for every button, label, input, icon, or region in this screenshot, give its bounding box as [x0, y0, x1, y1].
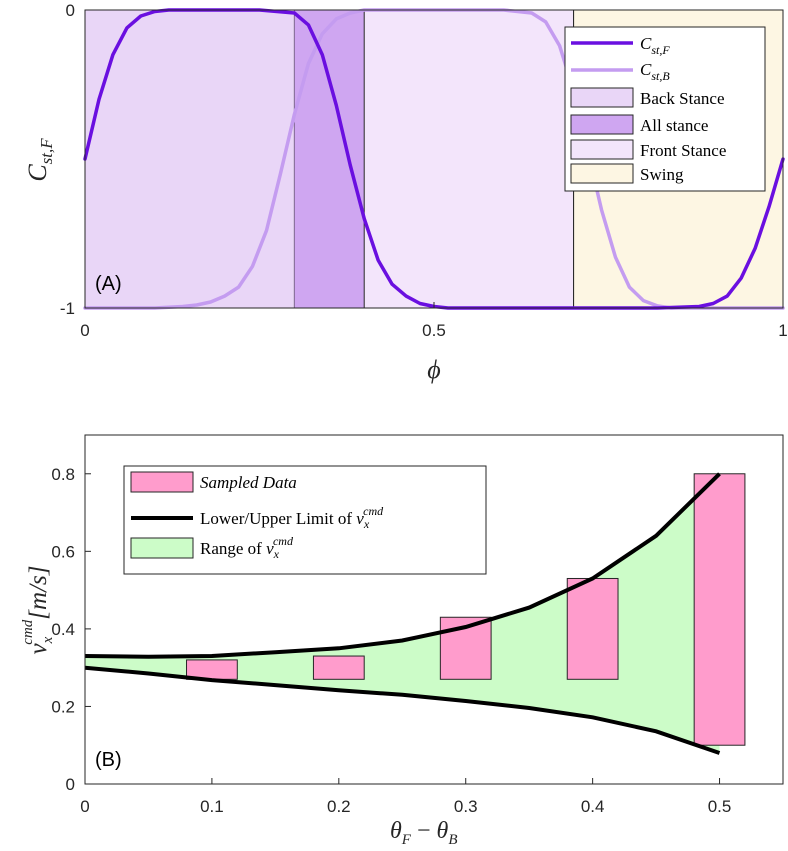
y-tick-label-b: 0.6 [51, 542, 75, 561]
panel-a: 0 0.5 1 -1 0 (A) ϕ Cst,F Cst,F Cst,B Back St… [23, 1, 788, 384]
legend-b-range-text: Range of [200, 539, 266, 558]
x-axis-b-minus: − [411, 818, 437, 844]
x-axis-b-sub-f: F [401, 832, 412, 848]
x-tick-label-b: 0.4 [581, 797, 605, 816]
line-series [83, 8, 785, 310]
legend-b-label-sampled: Sampled Data [200, 473, 297, 492]
axes-a-ticks: 0 0.5 1 -1 0 [60, 1, 788, 340]
y-axis-b-v: v [25, 642, 52, 654]
x-axis-a-label: ϕ [427, 355, 440, 384]
legend-a-label-all-stance: All stance [640, 116, 708, 135]
y-axis-b-label: vxcmd[m/s] [20, 566, 56, 655]
axes-b-ticks: 0 0.1 0.2 0.3 0.4 0.5 0 0.2 0.4 0.6 0.8 [51, 465, 731, 816]
sampled-data-bar [312, 655, 365, 680]
y-tick-label-b: 0.2 [51, 697, 75, 716]
legend-b-limit-sub: x [363, 517, 370, 531]
y-tick-label-a: 0 [66, 1, 75, 20]
sampled-data-bars [186, 473, 746, 746]
x-tick-label-b: 0.1 [200, 797, 224, 816]
legend-b-label-range: Range of vxcmd [200, 534, 294, 561]
x-tick-label-b: 0.3 [454, 797, 478, 816]
legend-b-limit-sup: cmd [363, 504, 384, 518]
velocity-range-area [85, 473, 720, 753]
y-axis-b-sub: x [40, 636, 56, 644]
series-line-c-st-f [83, 8, 785, 310]
x-axis-b-sub-b: B [448, 832, 457, 848]
panel-a-label: (A) [95, 273, 122, 295]
x-tick-label-b: 0.5 [708, 797, 732, 816]
y-axis-b-unit: [m/s] [25, 566, 52, 620]
x-tick-label-a: 0.5 [422, 321, 446, 340]
legend-a: Cst,F Cst,B Back Stance All stance Front… [564, 26, 766, 192]
y-axis-a-sub: st,F [37, 138, 56, 165]
y-tick-label-b: 0.4 [51, 620, 75, 639]
legend-b-limit-text: Lower/Upper Limit of [200, 509, 356, 528]
legend-b-range-sub: x [273, 547, 280, 561]
legend-b-range-sup: cmd [273, 534, 294, 548]
y-axis-b-sup: cmd [20, 619, 36, 644]
lower-limit-line [84, 665, 721, 755]
sampled-data-bar [693, 473, 746, 746]
x-axis-b-label: θF − θB [390, 818, 457, 848]
sampled-data-bar [566, 577, 619, 680]
panel-b: 0 0.1 0.2 0.3 0.4 0.500.20.40.60.8 (B) θF − θ… [20, 434, 784, 848]
phase-region-all-stance [294, 10, 365, 308]
legend-a-cstb-sub: st,B [651, 69, 670, 83]
legend-b-patch-range [130, 537, 194, 559]
legend-a-patch-all-stance [570, 114, 634, 135]
legend-a-label-front-stance: Front Stance [640, 141, 726, 160]
phase-region-back-stance [84, 9, 295, 309]
legend-b-range-var: v [266, 539, 274, 558]
legend-b-patch-sampled [130, 471, 194, 493]
panel-b-label: (B) [95, 749, 122, 771]
legend-a-label-back-stance: Back Stance [640, 89, 725, 108]
series-line-c-st-b [83, 8, 785, 310]
legend-a-cstf-base: C [640, 34, 652, 53]
legend-a-label-swing: Swing [640, 165, 684, 184]
phase-region-front-stance [363, 9, 575, 309]
legend-b-limit-var: v [356, 509, 364, 528]
upper-limit-line [84, 472, 721, 659]
svg-text:θF − θB: θF − θB [390, 818, 457, 848]
y-tick-label-a: -1 [60, 299, 75, 318]
legend-b: Sampled Data Lower/Upper Limit of vxcmd … [123, 465, 487, 575]
legend-a-patch-front-stance [570, 139, 634, 160]
legend-a-patch-swing [570, 163, 634, 184]
y-tick-label-b: 0 [66, 775, 75, 794]
x-tick-label-a: 1 [778, 321, 787, 340]
x-tick-label-a: 0 [80, 321, 89, 340]
axes-b-frame [84, 434, 784, 785]
svg-text:Cst,F: Cst,F [23, 138, 56, 182]
x-axis-b-theta-f: θ [390, 818, 402, 844]
x-tick-label-b: 0.2 [327, 797, 351, 816]
legend-a-patch-back-stance [570, 87, 634, 108]
legend-a-cstf-sub: st,F [651, 43, 670, 57]
legend-a-label-cstb: Cst,B [640, 60, 670, 83]
legend-a-cstb-base: C [640, 60, 652, 79]
legend-b-label-limit: Lower/Upper Limit of vxcmd [200, 504, 384, 531]
x-tick-label-b: 0 [80, 797, 89, 816]
legend-a-label-cstf: Cst,F [640, 34, 670, 57]
svg-text:vxcmd[m/s]: vxcmd[m/s] [20, 566, 56, 655]
y-axis-a-base: C [23, 164, 52, 182]
y-tick-label-b: 0.8 [51, 465, 75, 484]
x-axis-b-theta-b: θ [437, 818, 449, 844]
y-axis-a-label: Cst,F [23, 138, 56, 182]
